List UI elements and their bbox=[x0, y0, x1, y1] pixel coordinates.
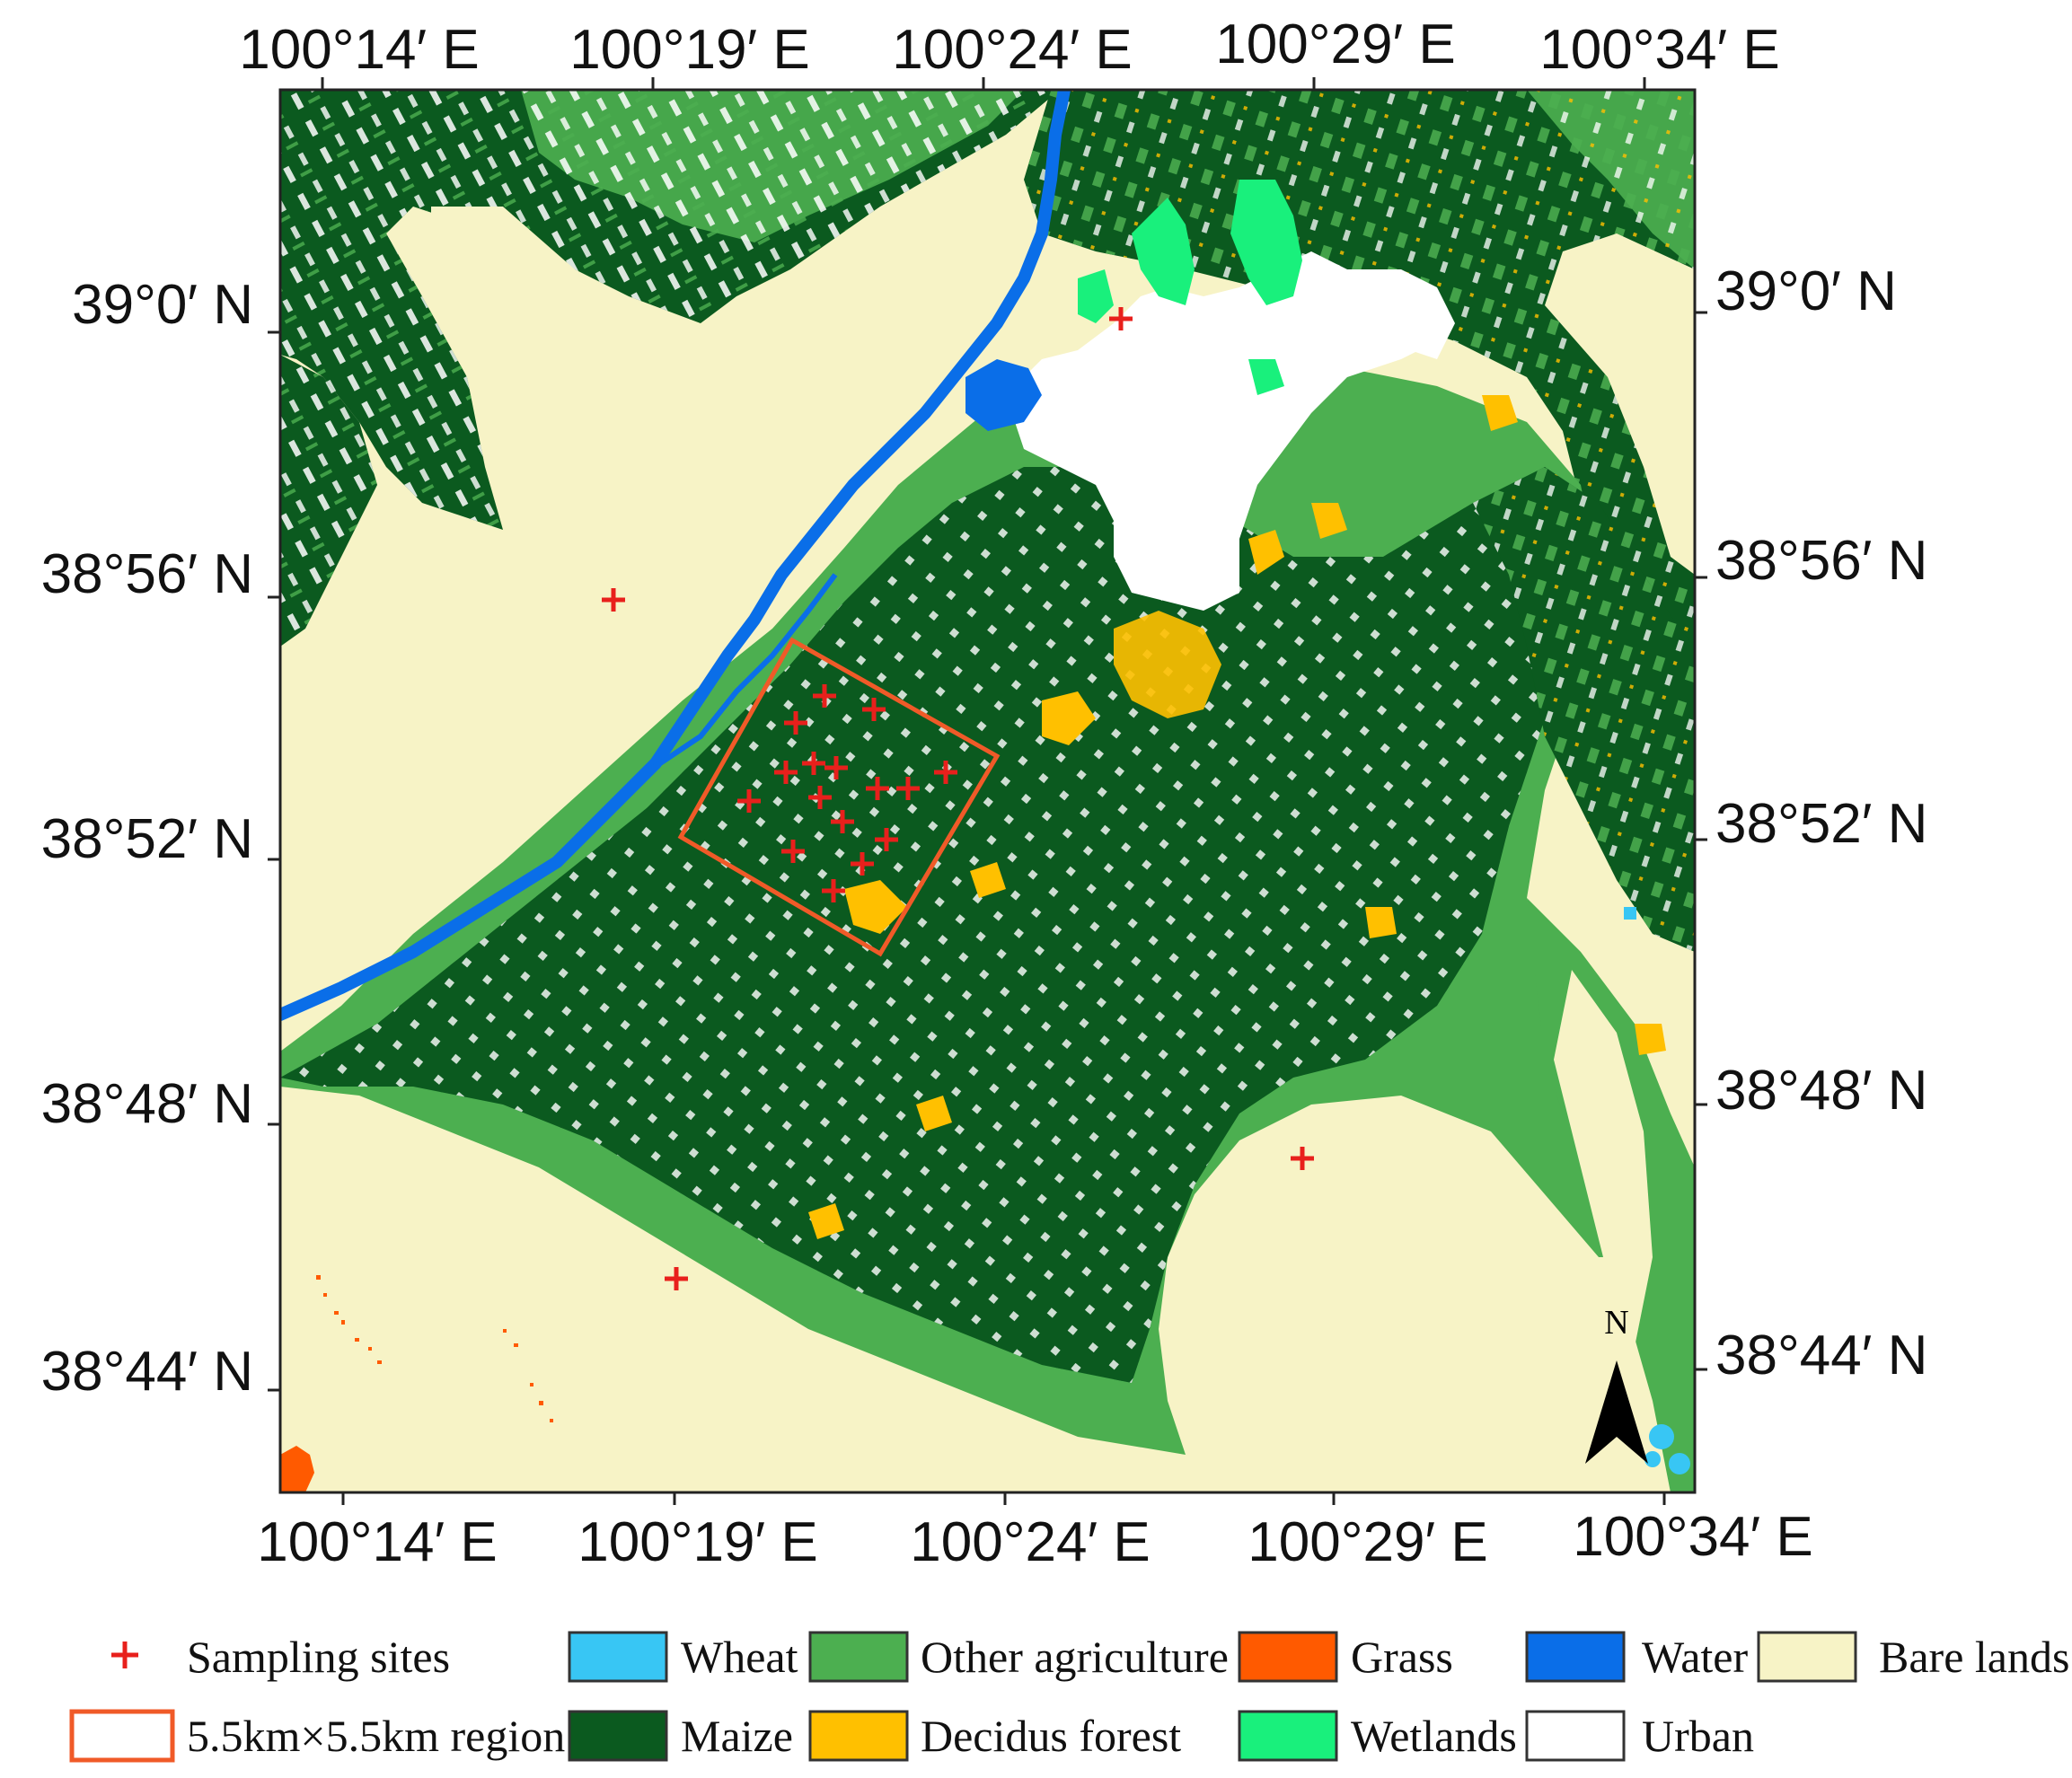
bottom-tick-label: 100°34′ E bbox=[1573, 1506, 1812, 1568]
wetlands-area bbox=[1132, 198, 1195, 305]
region-swatch bbox=[69, 1709, 175, 1763]
study-region-box bbox=[677, 637, 1001, 957]
top-tick-label: 100°19′ E bbox=[569, 19, 809, 81]
legend-item-region: 5.5km×5.5km region bbox=[69, 1709, 565, 1763]
urban-area bbox=[1006, 251, 1437, 611]
legend-label: Wheat bbox=[681, 1632, 798, 1682]
urban-swatch bbox=[1525, 1710, 1626, 1762]
legend-label: 5.5km×5.5km region bbox=[187, 1711, 565, 1761]
legend-label: Urban bbox=[1642, 1711, 1754, 1761]
bottom-tick-label: 100°29′ E bbox=[1248, 1511, 1487, 1573]
grass-specks bbox=[280, 1275, 553, 1492]
legend-item-decidus-forest: Decidus forest bbox=[808, 1710, 1181, 1762]
legend: Sampling sites Wheat Other agriculture G… bbox=[69, 1631, 2069, 1763]
decidus-forest-patch bbox=[1114, 611, 1221, 718]
right-tick-label: 38°44′ N bbox=[1715, 1325, 1927, 1386]
sampling-site-icon bbox=[111, 1642, 138, 1668]
left-tick-label: 39°0′ N bbox=[72, 274, 253, 336]
legend-item-urban: Urban bbox=[1525, 1710, 1754, 1762]
wetlands-swatch bbox=[1238, 1710, 1338, 1762]
right-tick-label: 38°56′ N bbox=[1715, 530, 1927, 592]
bottom-tick-label: 100°14′ E bbox=[257, 1511, 497, 1573]
pond bbox=[965, 359, 1042, 431]
wheat-specks bbox=[1624, 907, 1690, 1474]
wheat-swatch bbox=[568, 1631, 668, 1683]
right-axis: 39°0′ N 38°56′ N 38°52′ N 38°48′ N 38°44… bbox=[1695, 260, 1927, 1386]
map-frame bbox=[278, 88, 1697, 1494]
other-agriculture-swatch bbox=[808, 1631, 909, 1683]
bottom-axis: 100°14′ E 100°19′ E 100°24′ E 100°29′ E … bbox=[257, 1492, 1813, 1573]
left-axis: 39°0′ N 38°56′ N 38°52′ N 38°48′ N 38°44… bbox=[41, 274, 280, 1403]
legend-item-wheat: Wheat bbox=[568, 1631, 798, 1683]
sampling-sites bbox=[602, 307, 1314, 1290]
water-swatch bbox=[1525, 1631, 1626, 1683]
right-tick-label: 38°52′ N bbox=[1715, 793, 1927, 855]
right-tick-label: 39°0′ N bbox=[1715, 260, 1897, 322]
nw-bare-wedge bbox=[431, 207, 683, 467]
north-arrow: N bbox=[1585, 1304, 1648, 1464]
top-axis: 100°14′ E 100°19′ E 100°24′ E 100°29′ E … bbox=[239, 13, 1780, 90]
left-tick-label: 38°44′ N bbox=[41, 1341, 253, 1403]
legend-item-wetlands: Wetlands bbox=[1238, 1710, 1517, 1762]
east-bare-strip bbox=[1545, 233, 1695, 575]
north-arrow-icon bbox=[1585, 1360, 1648, 1464]
legend-label: Bare lands bbox=[1879, 1632, 2069, 1682]
north-label: N bbox=[1604, 1304, 1628, 1342]
legend-item-other-agriculture: Other agriculture bbox=[808, 1631, 1229, 1683]
left-tick-label: 38°56′ N bbox=[41, 543, 253, 605]
legend-label: Maize bbox=[681, 1711, 793, 1761]
top-tick-label: 100°24′ E bbox=[892, 19, 1132, 81]
legend-item-bare-lands: Bare lands bbox=[1757, 1631, 2069, 1683]
river bbox=[280, 90, 1071, 1021]
legend-label: Wetlands bbox=[1351, 1711, 1517, 1761]
top-tick-label: 100°29′ E bbox=[1215, 13, 1455, 75]
left-tick-label: 38°52′ N bbox=[41, 808, 253, 870]
maize-swatch bbox=[568, 1710, 668, 1762]
bottom-tick-label: 100°19′ E bbox=[578, 1511, 817, 1573]
legend-label: Water bbox=[1642, 1632, 1748, 1682]
legend-label: Sampling sites bbox=[187, 1632, 450, 1682]
legend-item-sampling-sites: Sampling sites bbox=[111, 1632, 450, 1682]
decidus-forest-swatch bbox=[808, 1710, 909, 1762]
grass-swatch bbox=[1238, 1631, 1338, 1683]
left-tick-label: 38°48′ N bbox=[41, 1073, 253, 1135]
legend-label: Decidus forest bbox=[921, 1711, 1181, 1761]
right-tick-label: 38°48′ N bbox=[1715, 1060, 1927, 1122]
legend-label: Other agriculture bbox=[921, 1632, 1229, 1682]
legend-item-water: Water bbox=[1525, 1631, 1748, 1683]
top-tick-label: 100°34′ E bbox=[1539, 19, 1779, 81]
legend-item-maize: Maize bbox=[568, 1710, 793, 1762]
legend-item-grass: Grass bbox=[1238, 1631, 1453, 1683]
legend-label: Grass bbox=[1351, 1632, 1453, 1682]
bare-lands-swatch bbox=[1757, 1631, 1857, 1683]
top-tick-label: 100°14′ E bbox=[239, 19, 479, 81]
bottom-tick-label: 100°24′ E bbox=[910, 1511, 1150, 1573]
map-canvas: N bbox=[280, 90, 1695, 1492]
